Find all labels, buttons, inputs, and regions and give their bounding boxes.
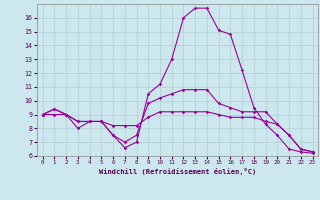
X-axis label: Windchill (Refroidissement éolien,°C): Windchill (Refroidissement éolien,°C) xyxy=(99,168,256,175)
